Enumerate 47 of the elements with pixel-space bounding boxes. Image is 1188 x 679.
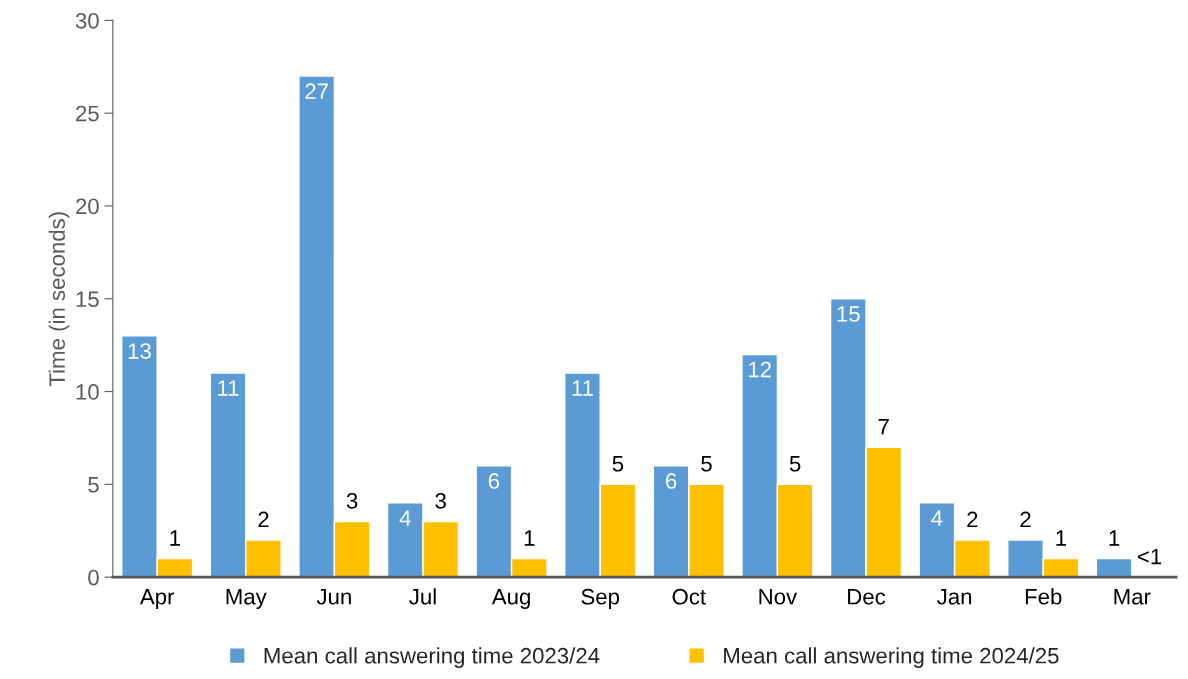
y-axis-title: Time (in seconds) — [48, 212, 70, 387]
data-label: 2 — [967, 511, 978, 528]
x-tick-label: Oct — [672, 588, 706, 605]
data-label: 11 — [572, 380, 593, 396]
x-tick-label: Feb — [1025, 588, 1062, 605]
x-tick-label: Jun — [316, 589, 351, 605]
bar — [1095, 557, 1133, 578]
data-label: 2 — [1020, 511, 1031, 528]
data-label: 7 — [878, 418, 889, 435]
data-label: 4 — [399, 510, 411, 526]
data-label: 13 — [128, 343, 151, 359]
data-label: 1 — [524, 530, 535, 546]
data-label: 1 — [1109, 530, 1120, 546]
data-label: 5 — [789, 456, 801, 472]
text: <1 — [1137, 548, 1162, 565]
y-tick-label: 0 — [88, 569, 99, 586]
data-label: 5 — [701, 456, 712, 472]
y-tick-label: 5 — [88, 477, 99, 493]
x-tick-label: May — [226, 589, 267, 609]
data-label: 2 — [258, 511, 269, 528]
data-label: 3 — [435, 492, 446, 509]
y-tick-label: 25 — [76, 105, 99, 122]
x-tick-label: Nov — [759, 589, 798, 605]
data-label: 3 — [346, 492, 358, 509]
y-tick-label: 15 — [76, 291, 99, 308]
x-tick-label: Mar — [1114, 589, 1151, 605]
x-tick-label: Aug — [491, 589, 530, 609]
x-tick-label: Sep — [581, 588, 620, 609]
data-label: 12 — [749, 361, 771, 378]
data-label: 11 — [218, 380, 239, 396]
y-tick-label: 30 — [75, 12, 99, 29]
data-label: 1 — [1056, 530, 1067, 546]
x-tick-label: Jul — [409, 588, 436, 605]
y-tick-label: 20 — [76, 198, 99, 215]
data-label: 6 — [488, 473, 500, 489]
data-label: 6 — [666, 473, 677, 489]
data-label: 1 — [170, 530, 180, 546]
legend-label: Mean call answering time 2024/25 — [724, 647, 1059, 668]
x-tick-label: Dec — [848, 589, 886, 605]
data-label: 15 — [837, 306, 860, 322]
y-tick-label: 10 — [76, 384, 99, 400]
legend-label: Mean call answering time 2023/24 — [264, 647, 600, 668]
data-label: 4 — [931, 510, 943, 526]
data-label: 27 — [305, 83, 328, 99]
data-label: 5 — [612, 456, 624, 472]
x-tick-label: Jan — [937, 589, 972, 605]
x-tick-label: Apr — [139, 589, 175, 609]
